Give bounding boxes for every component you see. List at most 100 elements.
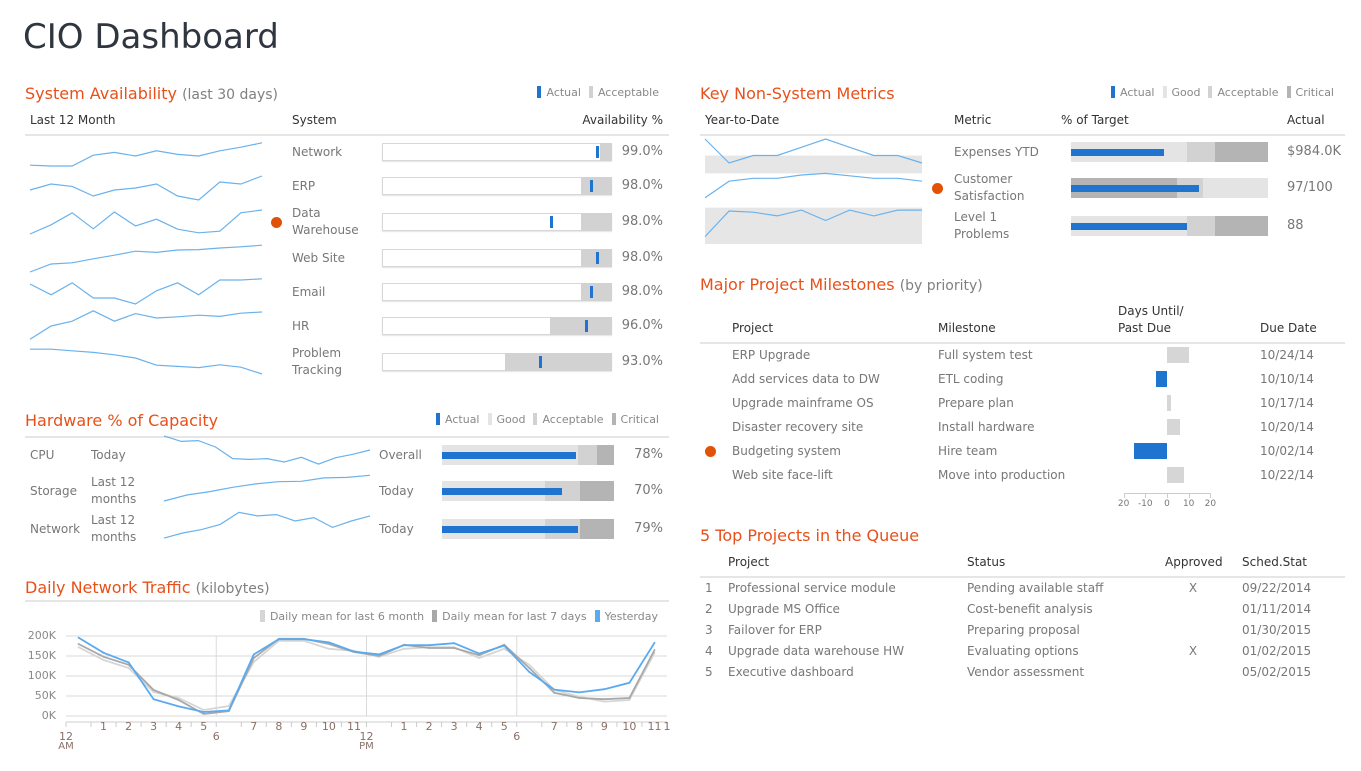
- data-point: [653, 641, 656, 644]
- milestone-name: Install hardware: [938, 420, 1035, 434]
- data-point: [152, 691, 155, 693]
- actual-marker: [596, 146, 600, 158]
- alert-dot: [932, 183, 943, 194]
- data-point: [277, 638, 280, 641]
- availability-bullet-bar: [382, 143, 612, 161]
- days-axis-label: 20: [1117, 499, 1130, 509]
- days-axis-tick: [1123, 493, 1125, 498]
- availability-bullet-bar: [382, 283, 612, 301]
- data-point: [202, 713, 205, 715]
- queue-status: Pending available staff: [967, 581, 1104, 595]
- availability-value: 99.0%: [621, 144, 663, 159]
- days-until-bar: [1167, 347, 1189, 363]
- data-point: [428, 647, 431, 649]
- legend-swatch: [1162, 86, 1167, 98]
- milestone-name: ETL coding: [938, 372, 1004, 386]
- data-point: [603, 700, 606, 703]
- section-title-text: 5 Top Projects in the Queue: [700, 526, 920, 545]
- legend-swatch: [611, 413, 616, 425]
- data-point: [353, 649, 355, 652]
- actual-bar: [1071, 148, 1164, 156]
- data-point: [302, 637, 305, 640]
- header-status: Status: [967, 555, 1006, 569]
- queue-project: Upgrade data warehouse HW: [728, 644, 905, 658]
- metric-actual: 88: [1287, 218, 1304, 233]
- data-point: [603, 698, 606, 701]
- sparkline-line: [163, 435, 371, 465]
- divider: [700, 134, 1345, 136]
- section-subtitle: (kilobytes): [195, 581, 270, 597]
- series-line: [78, 639, 656, 711]
- legend-swatch: [259, 610, 265, 622]
- data-point: [453, 647, 456, 649]
- actual-bar: [442, 451, 577, 459]
- sparkline-line: [29, 310, 263, 340]
- queue-sched-stat: 05/02/2015: [1242, 665, 1312, 679]
- section-title-text: Key Non-System Metrics: [700, 84, 895, 103]
- availability-sparkline: [29, 209, 263, 235]
- data-point: [227, 705, 230, 707]
- availability-value: 98.0%: [621, 250, 663, 265]
- x-tick-label: 11: [346, 720, 361, 733]
- section-title-text: System Availability: [25, 84, 177, 103]
- data-point: [302, 638, 305, 641]
- queue-rank: 3: [705, 623, 713, 637]
- past-due-bar: [1134, 443, 1167, 459]
- hardware-period: Last 12 months: [91, 513, 137, 544]
- y-tick-label: 50K: [34, 689, 56, 702]
- section-subtitle: (last 30 days): [182, 87, 278, 103]
- queue-sched-stat: 01/30/2015: [1242, 623, 1312, 637]
- series-line: [78, 637, 656, 715]
- ytd-sparkline: [704, 168, 923, 199]
- data-point: [177, 699, 180, 701]
- availability-sparkline: [29, 175, 263, 201]
- divider: [25, 134, 669, 136]
- x-tick-label: 8: [575, 720, 583, 733]
- acceptable-range: [580, 213, 612, 231]
- days-axis-label: 20: [1204, 499, 1217, 509]
- header-sched-stat: Sched.Stat: [1242, 555, 1308, 569]
- x-tick-label: 4: [175, 720, 183, 733]
- acceptable-band: [705, 168, 922, 174]
- x-tick-label: 11: [647, 720, 662, 733]
- x-tick-label: 2: [125, 720, 133, 733]
- days-axis-label: -10: [1137, 499, 1153, 509]
- data-point: [603, 688, 606, 691]
- data-point: [428, 644, 431, 647]
- x-tick-label: 10: [622, 720, 637, 733]
- data-point: [653, 651, 656, 654]
- data-point: [528, 671, 531, 673]
- divider: [700, 576, 1345, 578]
- data-point: [252, 661, 255, 663]
- acceptable-range: [505, 353, 612, 371]
- x-tick-label: 9: [600, 720, 608, 733]
- data-point: [202, 709, 205, 711]
- system-name: HR: [292, 319, 310, 333]
- hardware-subject: Overall: [379, 448, 422, 462]
- metric-actual: 97/100: [1287, 180, 1333, 195]
- alert-dot: [271, 217, 282, 228]
- data-point: [653, 649, 656, 651]
- hardware-value: 70%: [634, 483, 663, 498]
- header-actual: Actual: [1287, 113, 1325, 127]
- system-name: Network: [292, 145, 343, 159]
- data-point: [553, 689, 556, 691]
- acceptable-band: [705, 155, 922, 169]
- x-tick-label: 1: [663, 720, 671, 733]
- data-point: [628, 699, 631, 701]
- days-until-bar: [1167, 467, 1185, 483]
- legend-label: Actual: [546, 86, 581, 99]
- actual-marker: [596, 252, 600, 264]
- data-point: [328, 641, 330, 644]
- milestone-due-date: 10/02/14: [1260, 444, 1314, 458]
- actual-bar: [442, 525, 578, 533]
- legend-swatch: [432, 610, 438, 622]
- x-tick-label: 7: [250, 720, 258, 733]
- availability-sparkline: [29, 142, 263, 167]
- availability-sparkline: [29, 244, 263, 273]
- data-point: [102, 655, 105, 658]
- milestone-project: Web site face-lift: [732, 468, 833, 482]
- legend-label: Actual: [1120, 86, 1155, 99]
- legend: Actual Good Acceptable Critical: [428, 413, 659, 427]
- data-point: [127, 663, 130, 666]
